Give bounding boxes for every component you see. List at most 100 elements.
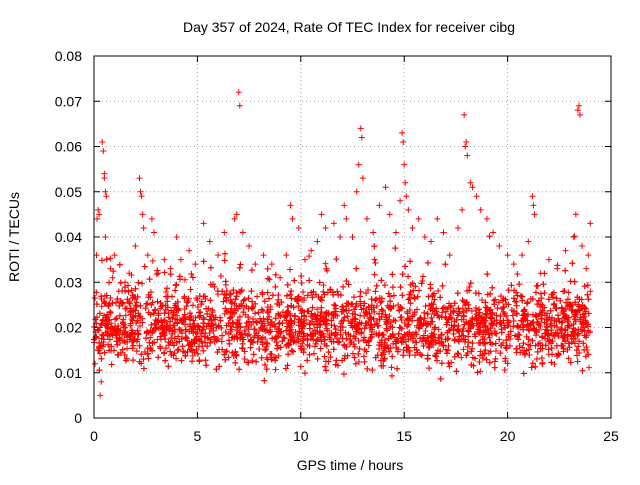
data-point [418,280,425,287]
data-point [221,250,228,257]
data-point [310,288,317,295]
data-point [264,289,271,296]
data-point [207,339,214,346]
data-point [411,309,418,316]
data-point [272,271,279,278]
data-point [397,284,404,291]
data-point [137,302,144,309]
data-point [368,333,375,340]
data-point [435,334,442,341]
data-point [358,134,365,141]
data-point [550,301,557,308]
data-point [587,220,594,227]
data-point [336,338,343,345]
data-point [362,310,369,317]
data-point [178,336,185,343]
data-point [425,338,432,345]
data-point [102,234,109,240]
data-point [181,311,188,318]
data-point [482,304,489,311]
data-point [504,252,511,259]
data-point [444,336,451,343]
data-point [431,308,438,315]
data-point [229,310,236,317]
data-point [417,316,424,323]
data-point [354,325,361,332]
data-point [211,334,218,341]
data-point [289,215,296,222]
data-point [333,256,340,263]
data-point [584,321,591,328]
data-point [200,320,207,327]
data-point [530,202,537,209]
data-point [169,339,176,346]
data-point [351,315,358,322]
axis-ticks: 0 0.01 0.02 0.03 0.04 0.05 0.06 0.07 0.08 0 5 10 15 2… [55,48,619,444]
data-point [338,320,345,327]
data-point [207,336,214,343]
data-point [267,303,274,310]
data-point [388,372,395,379]
data-point [558,319,565,326]
data-point [353,188,360,195]
data-point [539,307,546,314]
data-point [585,296,592,303]
data-point [576,111,583,118]
data-point [189,274,196,281]
data-point [165,363,172,370]
data-point [148,321,155,328]
data-point [227,326,234,333]
data-point [276,320,283,327]
data-point [237,288,244,295]
data-point [574,107,581,114]
data-point [451,353,458,360]
data-point [129,295,136,302]
data-point [103,318,110,325]
data-point [198,330,205,337]
data-point [142,305,149,312]
data-point [550,289,557,296]
data-point [551,300,558,307]
data-point [407,289,414,296]
data-point [323,309,330,316]
data-point [133,299,140,306]
data-point [316,279,323,286]
data-point [493,312,500,319]
data-point [347,301,354,308]
data-point [575,330,582,337]
data-point [174,298,181,305]
data-point [232,349,239,356]
data-point [150,229,157,236]
data-point [306,351,313,358]
data-point [227,296,234,303]
data-point [372,297,379,304]
data-point [355,350,362,357]
data-point [479,297,486,304]
data-point [227,290,234,297]
data-point [291,277,298,284]
data-point [169,315,176,322]
data-point [566,344,573,351]
data-point [147,294,154,301]
data-point [129,308,136,315]
data-point [445,343,452,350]
data-point [163,320,170,327]
data-point [442,314,449,321]
data-point [484,307,491,314]
data-point [341,202,348,209]
data-point [468,361,475,368]
data-point [532,342,539,349]
data-point [280,334,287,341]
data-point [295,316,302,323]
data-point [571,233,578,240]
data-point [548,331,555,338]
data-point [332,308,339,315]
data-point [487,339,494,346]
data-point [98,303,105,310]
data-point [429,332,436,339]
data-point [561,334,568,341]
data-point [427,281,434,288]
data-point [183,303,190,310]
data-point [340,283,347,290]
data-point [114,351,121,358]
